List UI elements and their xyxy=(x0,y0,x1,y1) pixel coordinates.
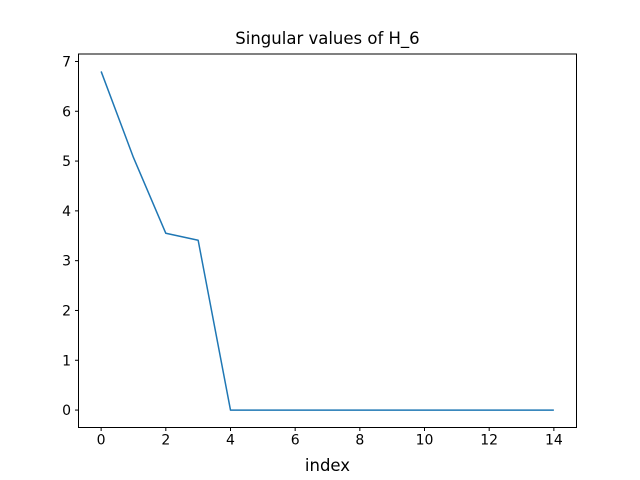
x-tick-label: 2 xyxy=(161,433,170,449)
x-tick-label: 14 xyxy=(545,433,563,449)
x-tick-label: 10 xyxy=(416,433,434,449)
x-tick-label: 8 xyxy=(355,433,364,449)
chart-title: Singular values of H_6 xyxy=(235,29,419,49)
y-tick-label: 0 xyxy=(62,403,71,419)
x-tick-label: 12 xyxy=(480,433,498,449)
x-tick-label: 6 xyxy=(291,433,300,449)
x-axis-label: index xyxy=(305,456,350,475)
x-tick-label: 0 xyxy=(97,433,106,449)
y-tick-label: 5 xyxy=(62,154,71,170)
x-tick-label: 4 xyxy=(226,433,235,449)
y-axis-ticks: 0 1 2 3 4 5 6 7 xyxy=(62,54,79,419)
y-tick-label: 3 xyxy=(62,254,71,270)
x-axis-ticks: 0 2 4 6 8 10 12 14 xyxy=(97,427,563,449)
y-tick-label: 4 xyxy=(62,204,71,220)
y-tick-label: 2 xyxy=(62,303,71,319)
y-tick-label: 7 xyxy=(62,54,71,70)
data-line xyxy=(100,71,554,411)
y-tick-label: 1 xyxy=(62,353,71,369)
plot-border xyxy=(78,53,577,428)
y-tick-label: 6 xyxy=(62,104,71,120)
